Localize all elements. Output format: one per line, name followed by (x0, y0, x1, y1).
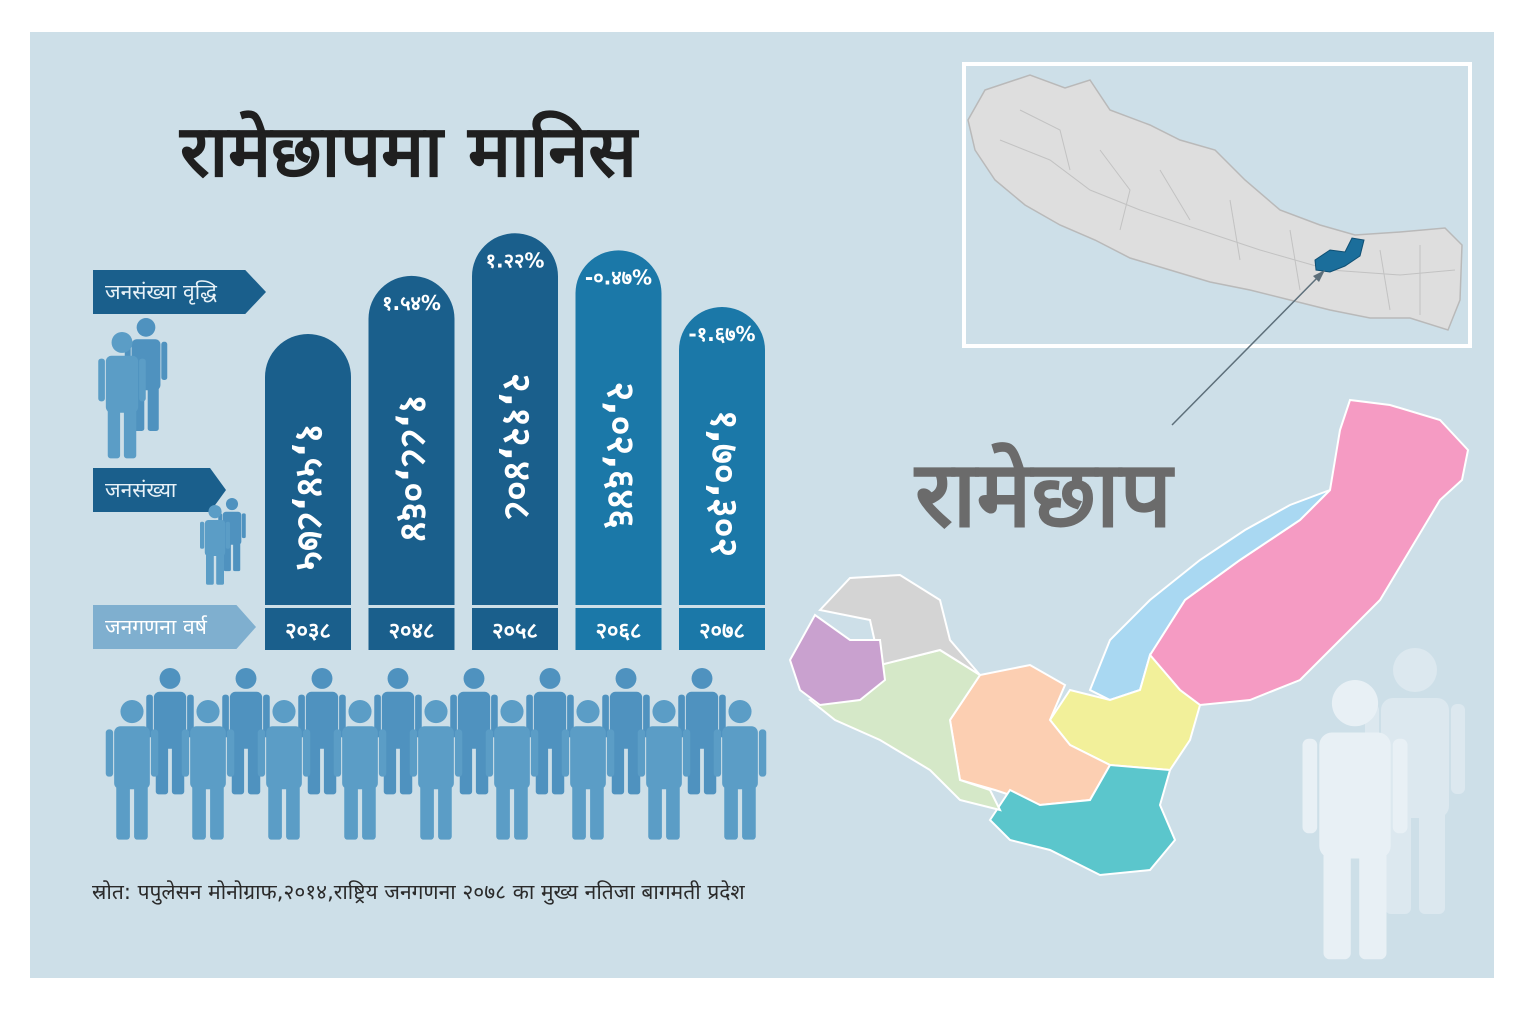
pointer-arrow-head (1313, 270, 1325, 282)
people-icon-large (1302, 648, 1465, 960)
growth-label-1: १.५४% (382, 291, 441, 315)
value-label-4: १,७०,३०२ (703, 410, 747, 557)
bar-1 (368, 275, 455, 605)
tick-label-4: २०७८ (699, 619, 745, 644)
value-label-0: १,५४,८७५ (289, 423, 333, 570)
page-title: रामेछापमा मानिस (180, 109, 637, 193)
bar-chart: २०३८ १,५४,८७५ २०४८ १,८८,०६४ १.५४% २०५८ २,१२,४०… (265, 233, 765, 650)
tick-label-1: २०४८ (389, 619, 435, 644)
tick-label-0: २०३८ (285, 619, 331, 644)
census-year-label: जनगणना वर्ष (93, 605, 256, 649)
year-box-0 (265, 608, 351, 650)
source-note: स्रोत: पपुलेसन मोनोग्राफ,२०१४,राष्ट्रिय … (92, 880, 745, 904)
growth-label-4: -१.६७% (688, 322, 755, 346)
tick-label-3: २०६८ (596, 619, 642, 644)
pointer-arrow-icon (1171, 274, 1321, 426)
bar-0 (265, 333, 351, 605)
growth-label-2: १.२२% (486, 248, 545, 272)
bar-3 (575, 250, 662, 605)
year-box-2 (472, 608, 558, 650)
growth-label: जनसंख्या वृद्धि (93, 270, 266, 314)
population-label: जनसंख्या (93, 468, 226, 512)
value-label-1: १,८८,०६४ (392, 394, 436, 541)
people-icon (98, 318, 246, 585)
value-label-2: २,१२,४०८ (496, 373, 540, 520)
nepal-map (967, 74, 1463, 331)
year-box-1 (368, 608, 455, 650)
bar-4 (679, 307, 765, 605)
year-box-3 (575, 608, 662, 650)
crowd-icon (105, 668, 767, 840)
year-box-4 (679, 608, 765, 650)
tick-label-2: २०५८ (492, 619, 538, 644)
district-title: रामेछाप (915, 441, 1173, 548)
bar-2 (472, 233, 558, 606)
value-label-3: २,०२,६४६ (599, 381, 643, 528)
growth-label-3: -०.४७% (585, 265, 652, 289)
district-map (788, 398, 1470, 877)
